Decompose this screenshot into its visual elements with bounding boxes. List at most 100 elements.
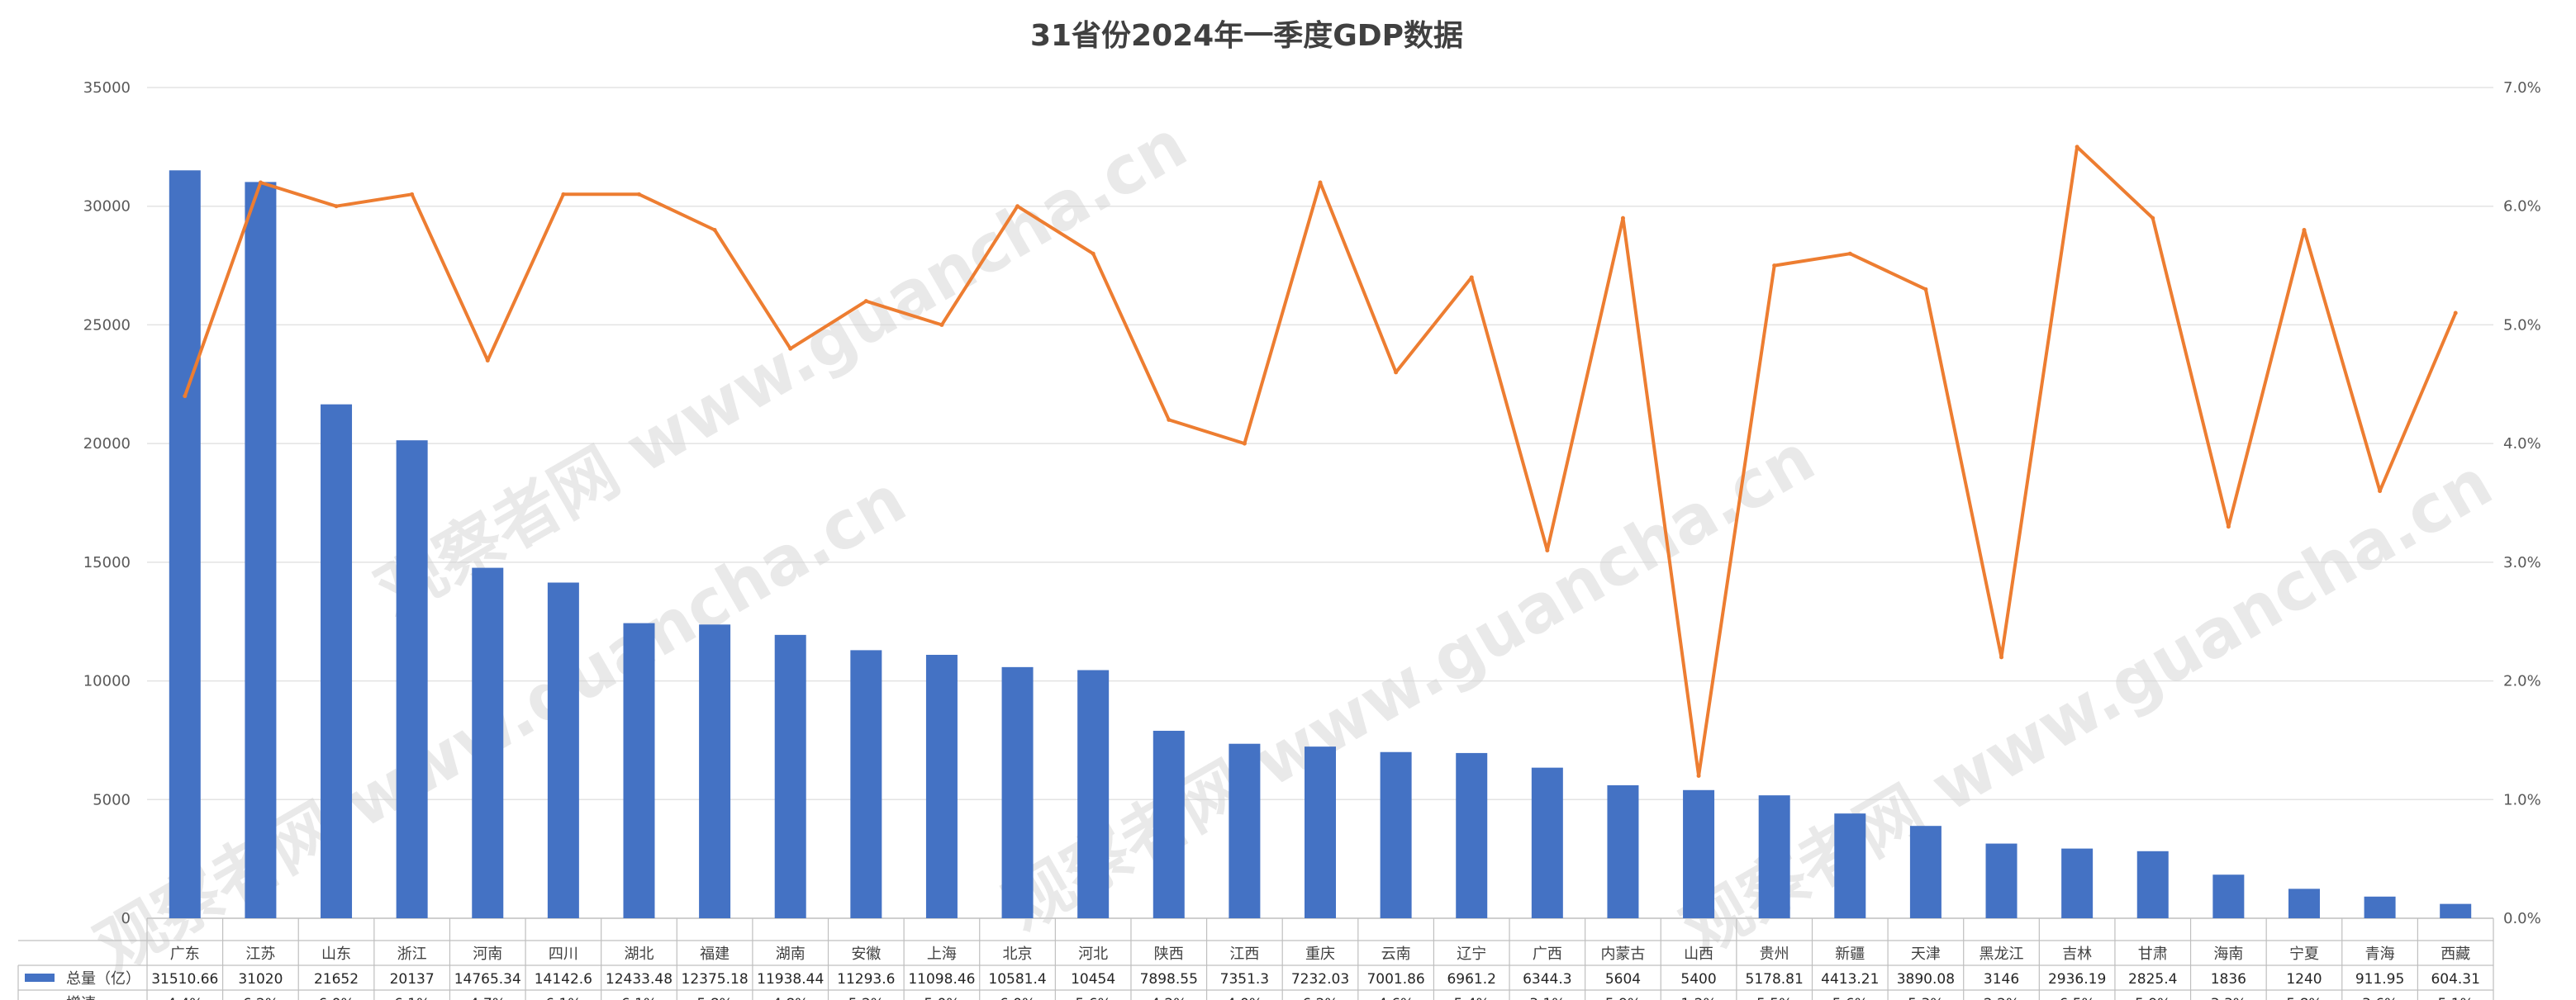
growth-point-广西 — [1545, 547, 1550, 552]
category-label: 江苏 — [245, 945, 275, 963]
gdp-value-cell: 2825.4 — [2128, 971, 2177, 988]
right-tick-label: 2.0% — [2503, 673, 2541, 690]
growth-value-cell: 6.0% — [318, 996, 354, 1000]
growth-point-江西 — [1242, 441, 1247, 446]
category-label: 宁夏 — [2289, 945, 2319, 963]
category-label: 湖南 — [776, 945, 806, 963]
gdp-value-cell: 4413.21 — [1821, 971, 1879, 988]
growth-point-天津 — [1923, 287, 1928, 291]
growth-point-河南 — [485, 358, 490, 363]
bar-福建 — [699, 624, 731, 918]
growth-value-cell: 5.9% — [1605, 996, 1641, 1000]
growth-value-cell: 6.0% — [1000, 996, 1035, 1000]
category-label: 广西 — [1533, 945, 1562, 963]
right-tick-label: 3.0% — [2503, 554, 2541, 571]
bar-安徽 — [850, 650, 882, 918]
growth-value-cell: 4.6% — [1378, 996, 1414, 1000]
growth-point-辽宁 — [1469, 275, 1474, 280]
gridlines — [147, 87, 2493, 919]
category-label: 青海 — [2365, 945, 2395, 963]
gdp-value-cell: 7001.86 — [1366, 971, 1424, 988]
bar-江苏 — [245, 182, 277, 918]
growth-value-cell: 5.4% — [1454, 996, 1490, 1000]
growth-value-cell: 5.8% — [696, 996, 732, 1000]
growth-point-黑龙江 — [1999, 655, 2004, 660]
growth-point-青海 — [2378, 489, 2383, 494]
gdp-value-cell: 5604 — [1605, 971, 1641, 988]
gdp-value-cell: 3146 — [1984, 971, 2019, 988]
growth-value-cell: 4.7% — [470, 996, 506, 1000]
growth-point-北京 — [1015, 204, 1020, 209]
gdp-value-cell: 14142.6 — [535, 971, 592, 988]
growth-point-云南 — [1394, 370, 1399, 375]
growth-point-河北 — [1091, 251, 1096, 256]
growth-value-cell: 3.6% — [2362, 996, 2398, 1000]
left-tick-label: 30000 — [83, 198, 131, 216]
category-label: 浙江 — [397, 945, 427, 963]
bar-陕西 — [1153, 730, 1185, 918]
category-label: 福建 — [700, 945, 730, 963]
category-label: 西藏 — [2441, 945, 2470, 963]
growth-point-山东 — [334, 204, 339, 209]
gdp-value-cell: 12375.18 — [682, 971, 749, 988]
growth-value-cell: 3.1% — [1529, 996, 1565, 1000]
growth-value-cell: 6.1% — [621, 996, 657, 1000]
category-label: 山东 — [321, 945, 351, 963]
growth-value-cell: 2.2% — [1984, 996, 2019, 1000]
growth-point-安徽 — [863, 299, 868, 304]
growth-point-重庆 — [1318, 180, 1323, 185]
category-label: 四川 — [549, 945, 578, 963]
right-tick-label: 4.0% — [2503, 435, 2541, 453]
growth-value-cell: 5.1% — [2438, 996, 2474, 1000]
gdp-value-cell: 20137 — [390, 971, 435, 988]
growth-line — [183, 145, 2458, 779]
growth-point-湖南 — [788, 346, 793, 351]
growth-point-宁夏 — [2302, 227, 2307, 232]
growth-point-新疆 — [1847, 251, 1852, 256]
bar-江西 — [1229, 743, 1261, 918]
gdp-value-cell: 1836 — [2211, 971, 2246, 988]
category-label: 新疆 — [1835, 945, 1865, 963]
gdp-value-cell: 7898.55 — [1140, 971, 1198, 988]
bar-青海 — [2364, 896, 2396, 918]
category-label: 甘肃 — [2138, 945, 2168, 963]
bar-河北 — [1077, 670, 1110, 918]
gdp-value-cell: 11938.44 — [757, 971, 824, 988]
left-tick-label: 20000 — [83, 435, 131, 453]
gdp-value-cell: 21652 — [314, 971, 359, 988]
growth-point-陕西 — [1167, 417, 1172, 422]
data-table: 广东 江苏 山东 浙江 河南 四川 湖北 福建 湖南 安徽 上海 北京 河北 陕西 江西 重庆 云南 辽宁 广西 内蒙… — [17, 918, 2494, 1000]
category-label: 安徽 — [851, 945, 881, 963]
bar-云南 — [1380, 751, 1412, 918]
bar-广东 — [169, 170, 201, 919]
gdp-bars — [169, 170, 2472, 919]
growth-point-西藏 — [2453, 310, 2458, 315]
gdp-value-cell: 6961.2 — [1447, 971, 1495, 988]
bar-新疆 — [1834, 813, 1866, 918]
growth-point-海南 — [2226, 524, 2231, 529]
left-tick-label: 10000 — [83, 673, 131, 690]
growth-value-cell: 6.1% — [545, 996, 581, 1000]
growth-value-cell: 5.2% — [848, 996, 884, 1000]
category-label: 天津 — [1911, 945, 1941, 963]
bar-内蒙古 — [1607, 784, 1639, 918]
bar-吉林 — [2061, 848, 2094, 918]
chart-title: 31省份2024年一季度GDP数据 — [1030, 19, 1463, 53]
growth-point-江苏 — [258, 180, 263, 185]
gdp-value-cell: 3890.08 — [1897, 971, 1955, 988]
left-tick-label: 15000 — [83, 554, 131, 571]
bar-河南 — [472, 567, 504, 918]
growth-point-山西 — [1696, 774, 1701, 779]
category-label: 黑龙江 — [1980, 945, 2024, 963]
gdp-value-cell: 2936.19 — [2048, 971, 2106, 988]
growth-value-cell: 5.6% — [1832, 996, 1868, 1000]
gdp-value-cell: 1240 — [2286, 971, 2322, 988]
category-label: 山西 — [1684, 945, 1713, 963]
growth-point-上海 — [939, 322, 944, 327]
bar-天津 — [1909, 826, 1942, 918]
bar-上海 — [925, 654, 958, 918]
gdp-value-cell: 7351.3 — [1220, 971, 1269, 988]
bar-辽宁 — [1456, 752, 1488, 918]
right-tick-label: 7.0% — [2503, 79, 2541, 97]
